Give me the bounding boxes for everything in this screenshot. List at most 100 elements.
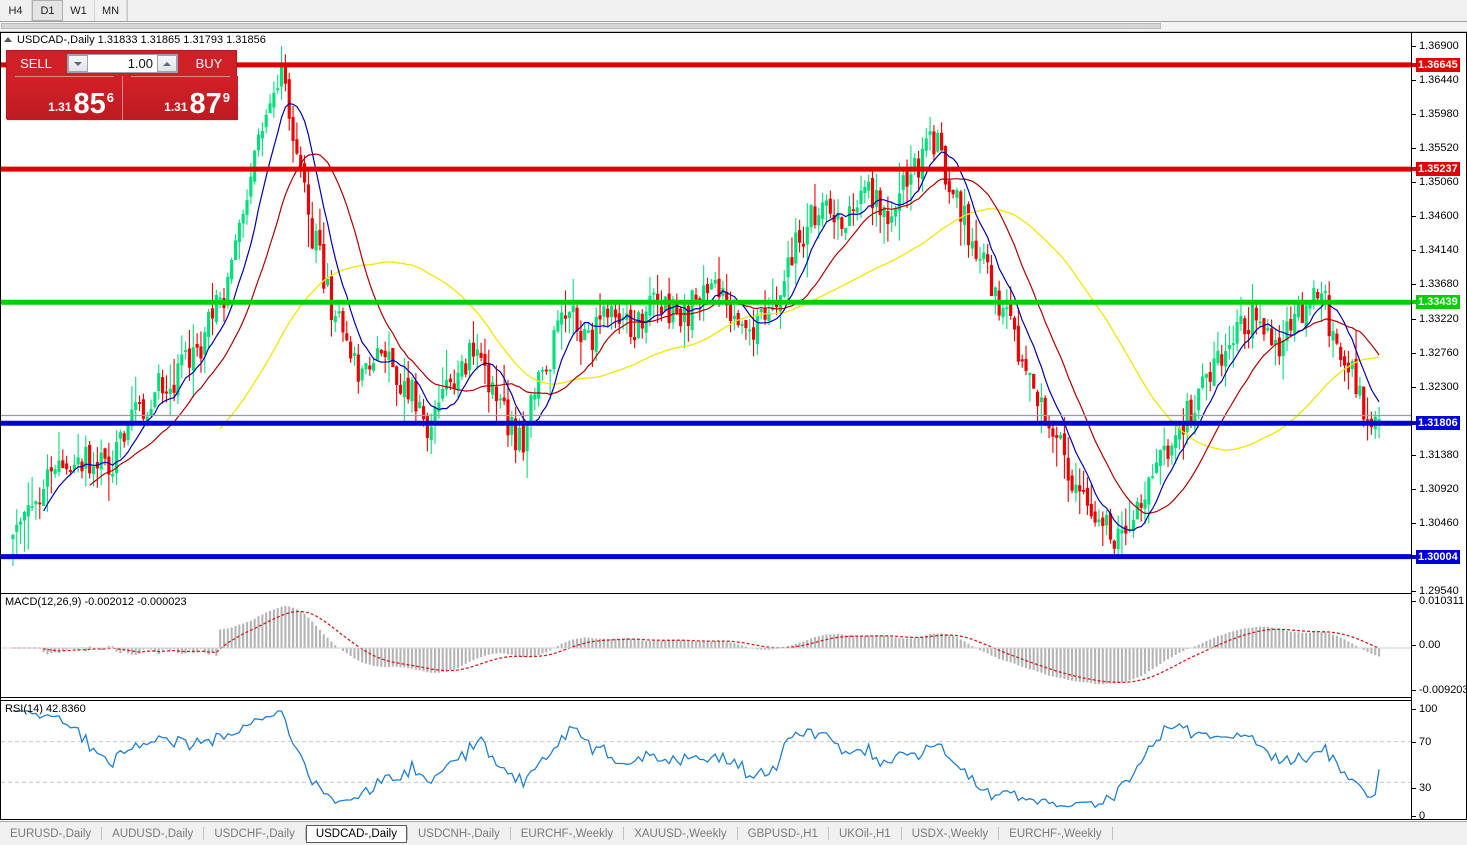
page-title: USDCAD-,Daily 1.31833 1.31865 1.31793 1.…: [17, 33, 266, 46]
divider: [15, 76, 114, 77]
tab-eurusd--daily[interactable]: EURUSD-,Daily: [10, 827, 92, 840]
lot-size-stepper[interactable]: 1.00: [67, 54, 178, 73]
divider: [131, 76, 230, 77]
tab-separator: [998, 827, 1000, 840]
price-axis-label: 1.35980: [1419, 108, 1459, 121]
tab-gbpusd--h1[interactable]: GBPUSD-,H1: [747, 827, 818, 840]
one-click-trading-panel[interactable]: SELL 1.00 BUY 1.31 85 6 1.31: [6, 50, 238, 120]
timeframe-d1[interactable]: D1: [32, 0, 63, 21]
buy-quote[interactable]: 1.31 87 9: [123, 76, 238, 120]
axis-tick: [1412, 216, 1416, 218]
price-axis-label: 1.35060: [1419, 176, 1459, 189]
axis-tick: [1412, 645, 1416, 646]
level-marker: [1412, 300, 1416, 305]
price-axis-label: 1.35520: [1419, 142, 1459, 155]
macd-axis-label: 0.010311: [1419, 595, 1465, 607]
tab-separator: [101, 827, 103, 840]
buy-button[interactable]: BUY: [195, 56, 223, 71]
axis-tick: [1412, 709, 1416, 710]
chart-tab-bar[interactable]: EURUSD-,Daily AUDUSD-,Daily USDCHF-,Daily U…: [0, 821, 1467, 845]
level-marker: [1412, 62, 1416, 67]
price-axis-label: 1.29540: [1419, 585, 1459, 597]
macd-axis-label: 0.00: [1419, 639, 1441, 651]
axis-tick: [1412, 386, 1416, 388]
tab-separator: [1111, 827, 1113, 840]
price-level-badge[interactable]: 1.31806: [1416, 416, 1460, 431]
sell-price-fraction: 6: [106, 90, 114, 105]
oct-controls-row: SELL 1.00 BUY: [7, 51, 238, 76]
price-axis-label: 1.32760: [1419, 346, 1459, 359]
price-chart-svg: [1, 46, 1411, 566]
tab-separator: [304, 827, 306, 840]
axis-tick: [1412, 148, 1416, 150]
axis-tick: [1412, 690, 1416, 691]
macd-label: MACD(12,26,9) -0.002012 -0.000023: [5, 596, 187, 608]
timeframe-mn[interactable]: MN: [95, 0, 127, 21]
tab-separator: [900, 827, 902, 840]
macd-pane[interactable]: MACD(12,26,9) -0.002012 -0.000023: [1, 593, 1411, 698]
price-level-badge[interactable]: 1.30004: [1416, 549, 1460, 564]
price-level-badge[interactable]: 1.35237: [1416, 162, 1460, 177]
tab-usdcad--daily[interactable]: USDCAD-,Daily: [305, 824, 407, 843]
rsi-axis-label: 100: [1419, 703, 1438, 715]
tab-audusd--daily[interactable]: AUDUSD-,Daily: [112, 827, 194, 840]
scrollbar-thumb[interactable]: [1, 23, 1161, 29]
macd-axis-label: -0.009203: [1419, 684, 1467, 696]
tab-usdx--weekly[interactable]: USDX-,Weekly: [911, 827, 989, 840]
axis-tick: [1412, 454, 1416, 456]
tab-separator: [623, 827, 625, 840]
price-axis-label: 1.33680: [1419, 278, 1459, 291]
axis-tick: [1412, 46, 1416, 47]
chart-title-bar: USDCAD-,Daily 1.31833 1.31865 1.31793 1.…: [1, 33, 1414, 46]
tab-usdchf--daily[interactable]: USDCHF-,Daily: [214, 827, 295, 840]
price-axis-label: 1.33220: [1419, 312, 1459, 325]
sell-quote[interactable]: 1.31 85 6: [7, 76, 123, 120]
price-axis-label: 1.34600: [1419, 210, 1459, 223]
lot-increase-button[interactable]: [157, 55, 177, 72]
axis-tick: [1412, 591, 1416, 592]
axis-tick: [1412, 742, 1416, 743]
tab-separator: [509, 827, 511, 840]
rsi-pane[interactable]: RSI(14) 42.8360: [1, 700, 1411, 820]
axis-tick: [1412, 250, 1416, 252]
timeframe-h4[interactable]: H4: [0, 0, 32, 21]
horizontal-scrollbar[interactable]: [0, 22, 1467, 32]
price-axis-label: 1.34140: [1419, 244, 1459, 257]
timeframe-toolbar: H4 D1 W1 MN: [0, 0, 1467, 22]
collapse-arrow-icon[interactable]: [4, 37, 12, 42]
sell-price-big: 85: [73, 88, 106, 120]
tab-eurchf--weekly[interactable]: EURCHF-,Weekly: [520, 827, 614, 840]
price-level-badge[interactable]: 1.36645: [1416, 57, 1460, 72]
sell-button[interactable]: SELL: [20, 56, 52, 71]
rsi-axis-label: 70: [1419, 736, 1432, 748]
axis-tick: [1412, 488, 1416, 490]
price-level-badge[interactable]: 1.33439: [1416, 295, 1460, 310]
tab-separator: [406, 827, 408, 840]
buy-price-big: 87: [189, 88, 222, 120]
axis-tick: [1412, 522, 1416, 524]
price-axis-label: 1.30460: [1419, 516, 1459, 529]
tab-eurchf--weekly[interactable]: EURCHF-,Weekly: [1009, 827, 1102, 840]
chart-window: USDCAD-,Daily 1.31833 1.31865 1.31793 1.…: [0, 22, 1467, 834]
rsi-axis-label: 0: [1419, 810, 1426, 822]
tab-xauusd--weekly[interactable]: XAUUSD-,Weekly: [634, 827, 727, 840]
buy-price-prefix: 1.31: [164, 100, 188, 114]
sell-price-prefix: 1.31: [48, 100, 72, 114]
axis-tick: [1412, 114, 1416, 116]
chevron-up-icon: [163, 61, 171, 66]
macd-chart-svg: [1, 606, 1411, 685]
price-axis[interactable]: 1.36900 1.36440 1.35980 1.35520 1.35060 1.346…: [1411, 33, 1467, 822]
lot-decrease-button[interactable]: [68, 55, 88, 72]
axis-tick: [1412, 601, 1416, 602]
buy-price-fraction: 9: [222, 90, 230, 105]
rsi-label: RSI(14) 42.8360: [5, 703, 86, 715]
tab-usdcnh--daily[interactable]: USDCNH-,Daily: [417, 827, 500, 840]
tab-ukoil--h1[interactable]: UKOil-,H1: [838, 827, 891, 840]
timeframe-w1[interactable]: W1: [63, 0, 95, 21]
price-pane[interactable]: [1, 46, 1411, 591]
price-axis-label: 1.36440: [1419, 74, 1459, 87]
axis-tick: [1412, 284, 1416, 286]
lot-size-value[interactable]: 1.00: [127, 56, 153, 71]
level-marker: [1412, 554, 1416, 559]
toolbar-empty-area: [127, 0, 1467, 21]
